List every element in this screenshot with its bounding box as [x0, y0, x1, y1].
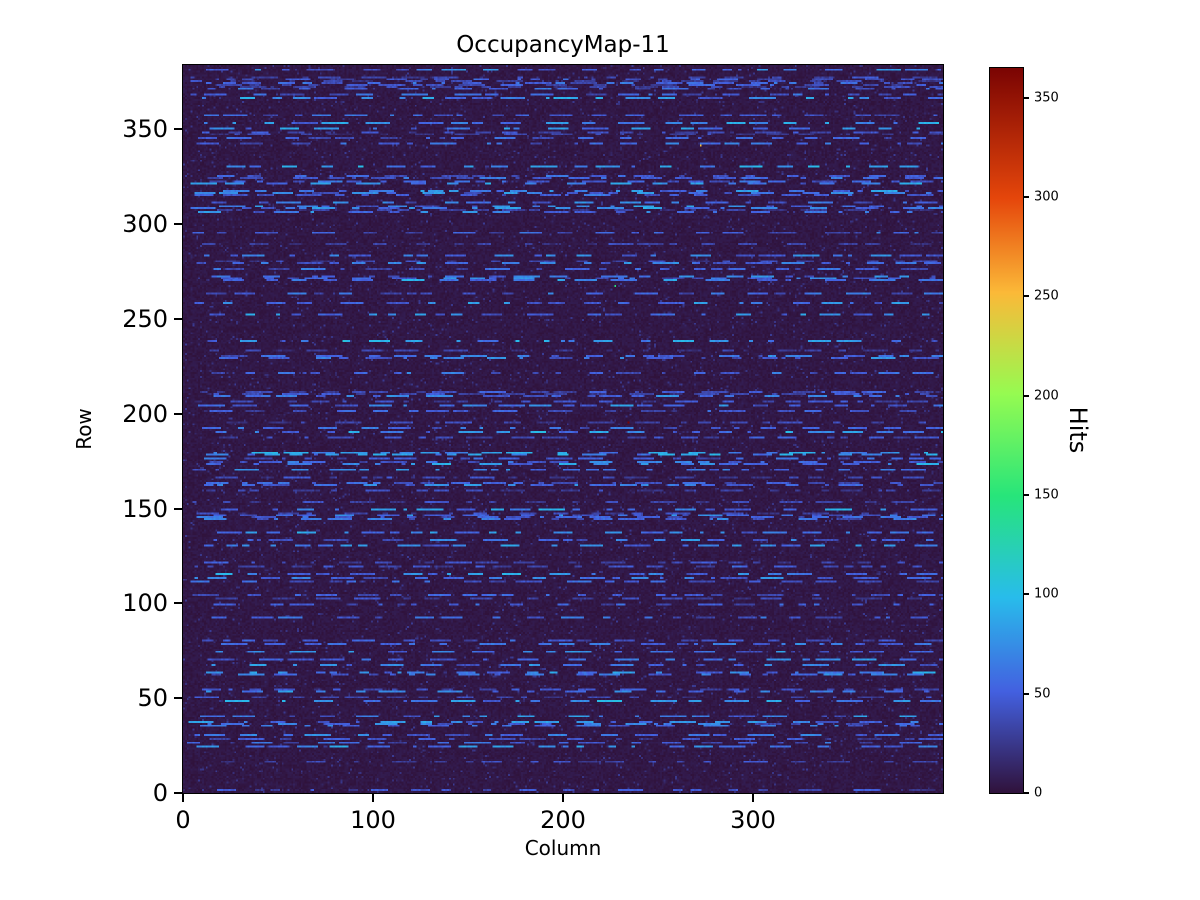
colorbar-tick	[1024, 593, 1029, 596]
colorbar-tick-label: 250	[1034, 288, 1059, 304]
colorbar-tick	[1024, 692, 1029, 695]
x-tick-label: 200	[540, 806, 586, 834]
y-tick	[174, 792, 182, 794]
x-tick	[752, 794, 754, 802]
y-tick-label: 50	[137, 684, 168, 713]
y-axis-label: Row	[72, 408, 96, 450]
x-tick-label: 100	[350, 806, 396, 834]
y-tick	[174, 507, 182, 510]
colorbar-label: Hits	[1064, 406, 1092, 454]
colorbar-tick-label: 50	[1034, 686, 1051, 702]
x-tick	[372, 794, 374, 802]
y-tick	[174, 602, 182, 605]
y-tick-label: 250	[122, 305, 168, 334]
x-tick	[182, 794, 184, 802]
heatmap-canvas	[183, 65, 943, 793]
x-tick-label: 0	[175, 806, 191, 834]
colorbar-tick-label: 150	[1034, 487, 1059, 503]
heatmap-plot-area	[182, 64, 944, 794]
colorbar-tick	[1024, 295, 1029, 298]
colorbar	[989, 67, 1024, 794]
chart-title: OccupancyMap-11	[456, 32, 670, 58]
colorbar-gradient	[990, 68, 1023, 793]
y-tick	[174, 697, 182, 700]
colorbar-tick	[1024, 394, 1029, 397]
y-tick	[174, 223, 182, 226]
colorbar-tick	[1024, 196, 1029, 199]
y-tick-label: 0	[152, 779, 168, 807]
y-tick	[174, 412, 182, 415]
colorbar-tick-label: 300	[1034, 189, 1059, 205]
y-tick-label: 350	[122, 115, 168, 144]
x-tick-label: 300	[730, 806, 776, 834]
x-tick	[562, 794, 564, 802]
colorbar-tick-label: 200	[1034, 388, 1059, 404]
colorbar-tick	[1024, 792, 1029, 794]
y-tick-label: 300	[122, 210, 168, 239]
y-tick-label: 150	[122, 494, 168, 523]
colorbar-tick	[1024, 494, 1029, 497]
x-axis-label: Column	[524, 836, 602, 860]
y-tick	[174, 318, 182, 321]
colorbar-tick	[1024, 96, 1029, 99]
colorbar-tick-label: 100	[1034, 586, 1059, 602]
colorbar-tick-label: 0	[1034, 785, 1043, 801]
y-tick-label: 100	[122, 589, 168, 618]
colorbar-tick-label: 350	[1034, 90, 1059, 106]
y-tick	[174, 128, 182, 131]
y-tick-label: 200	[122, 399, 168, 428]
